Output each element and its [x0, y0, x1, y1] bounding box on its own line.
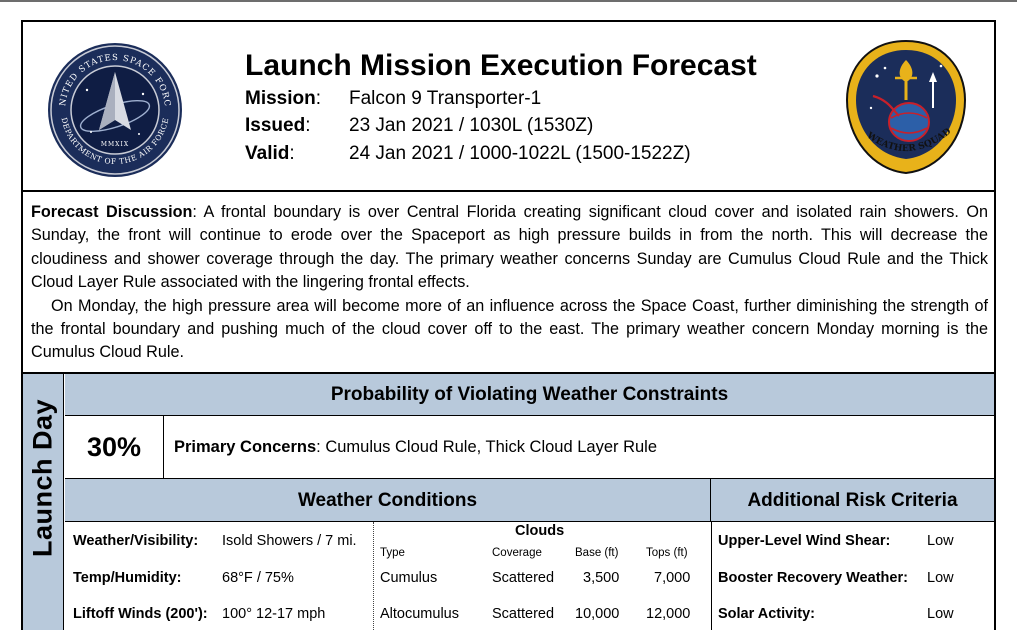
- condition-label: Temp/Humidity:: [73, 570, 182, 586]
- valid-value: 24 Jan 2021 / 1000-1022L (1500-1522Z): [349, 143, 691, 164]
- discussion-paragraph-2: On Monday, the high pressure area will b…: [31, 296, 988, 362]
- probability-row: 30% Primary Concerns: Cumulus Cloud Rule…: [65, 416, 994, 479]
- forecast-header: UNITED STATES SPACE FORCE DEPARTMENT OF …: [23, 22, 994, 192]
- risk-divider: [711, 522, 712, 630]
- cloud-type: Altocumulus: [380, 606, 459, 622]
- condition-value: Isold Showers / 7 mi.: [222, 533, 357, 549]
- top-rule: [0, 0, 1017, 2]
- clouds-divider: [373, 522, 374, 630]
- primary-concerns: Primary Concerns: Cumulus Cloud Rule, Th…: [174, 438, 658, 456]
- weather-squadron-patch-icon: 45TH WEATHER SQUADRON: [843, 38, 967, 175]
- clouds-header-tops: Tops (ft): [646, 547, 688, 559]
- mission-label: Mission: [245, 88, 316, 109]
- clouds-title: Clouds: [515, 523, 565, 539]
- valid-label: Valid: [245, 143, 290, 164]
- launch-day-table: Launch Day Probability of Violating Weat…: [23, 372, 994, 630]
- cloud-tops: 12,000: [646, 606, 691, 622]
- issued-value: 23 Jan 2021 / 1030L (1530Z): [349, 115, 594, 136]
- risk-label: Upper-Level Wind Shear:: [718, 533, 891, 549]
- condition-label: Liftoff Winds (200'):: [73, 606, 208, 622]
- cloud-base: 10,000: [575, 606, 620, 622]
- launch-day-side-label: Launch Day: [23, 374, 64, 630]
- issued-label: Issued: [245, 115, 306, 136]
- condition-value: 68°F / 75%: [222, 570, 294, 586]
- risk-value: Low: [927, 606, 954, 622]
- clouds-header-type: Type: [380, 547, 405, 559]
- risk-label: Solar Activity:: [718, 606, 815, 622]
- forecast-discussion: Forecast Discussion: A frontal boundary …: [31, 201, 988, 365]
- risk-value: Low: [927, 570, 954, 586]
- discussion-label: Forecast Discussion: [31, 203, 193, 221]
- forecast-title: Launch Mission Execution Forecast: [245, 49, 757, 82]
- additional-risk-header: Additional Risk Criteria: [711, 479, 994, 522]
- cloud-coverage: Scattered: [492, 570, 555, 586]
- space-force-seal-icon: UNITED STATES SPACE FORCE DEPARTMENT OF …: [47, 42, 182, 177]
- mission-value: Falcon 9 Transporter-1: [349, 88, 542, 109]
- primary-concerns-value: Cumulus Cloud Rule, Thick Cloud Layer Ru…: [325, 438, 658, 456]
- condition-value: 100° 12-17 mph: [222, 606, 326, 622]
- clouds-header-coverage: Coverage: [492, 547, 542, 559]
- cloud-type: Cumulus: [380, 570, 438, 586]
- clouds-header-base: Base (ft): [575, 547, 619, 559]
- probability-header: Probability of Violating Weather Constra…: [65, 374, 994, 416]
- violation-probability: 30%: [65, 416, 164, 478]
- forecast-sheet: UNITED STATES SPACE FORCE DEPARTMENT OF …: [21, 20, 996, 630]
- cloud-tops: 7,000: [654, 570, 691, 586]
- risk-value: Low: [927, 533, 954, 549]
- primary-concerns-label: Primary Concerns: [174, 438, 317, 456]
- weather-conditions-header: Weather Conditions: [65, 479, 711, 522]
- discussion-paragraph-1: A frontal boundary is over Central Flori…: [31, 203, 988, 292]
- svg-text:MMXIX: MMXIX: [101, 141, 129, 148]
- condition-label: Weather/Visibility:: [73, 533, 199, 549]
- cloud-base: 3,500: [583, 570, 620, 586]
- cloud-coverage: Scattered: [492, 606, 555, 622]
- risk-label: Booster Recovery Weather:: [718, 570, 908, 586]
